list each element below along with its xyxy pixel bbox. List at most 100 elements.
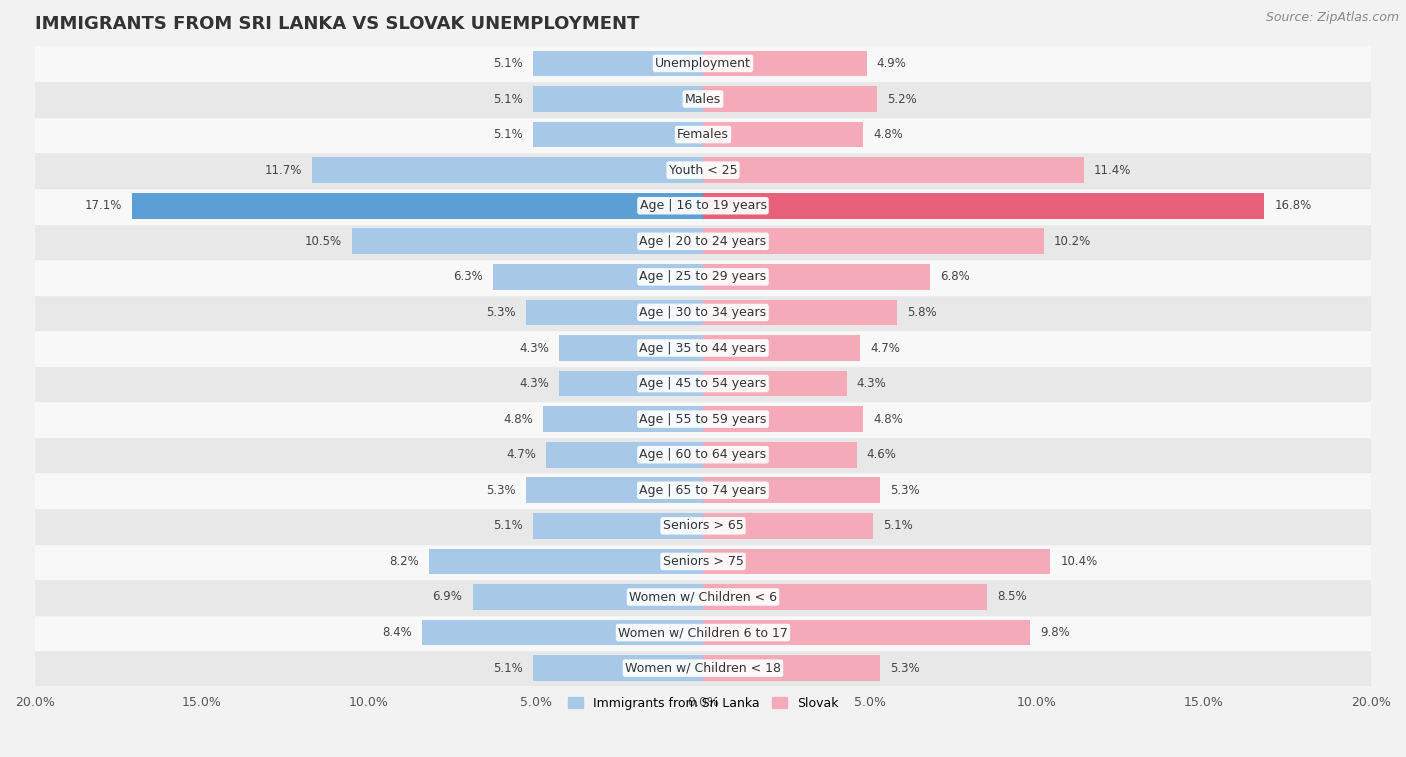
Bar	[703, 86, 877, 112]
Bar	[543, 407, 703, 432]
Bar	[703, 656, 880, 681]
Legend: Immigrants from Sri Lanka, Slovak: Immigrants from Sri Lanka, Slovak	[562, 692, 844, 715]
Bar	[35, 223, 1371, 259]
Text: 5.3%: 5.3%	[486, 306, 516, 319]
Bar	[35, 508, 1371, 544]
Text: Women w/ Children < 6: Women w/ Children < 6	[628, 590, 778, 603]
Bar	[533, 51, 703, 76]
Bar	[472, 584, 703, 610]
Bar	[35, 188, 1371, 223]
Text: 4.3%: 4.3%	[520, 341, 550, 354]
Text: 4.8%: 4.8%	[873, 413, 903, 425]
Bar	[35, 117, 1371, 152]
Text: Age | 25 to 29 years: Age | 25 to 29 years	[640, 270, 766, 283]
Text: Youth < 25: Youth < 25	[669, 164, 737, 176]
Text: 5.1%: 5.1%	[494, 57, 523, 70]
Bar	[35, 544, 1371, 579]
Text: Seniors > 75: Seniors > 75	[662, 555, 744, 568]
Text: Age | 30 to 34 years: Age | 30 to 34 years	[640, 306, 766, 319]
Text: 5.1%: 5.1%	[494, 519, 523, 532]
Text: 5.3%: 5.3%	[890, 662, 920, 674]
Bar	[703, 122, 863, 148]
Bar	[703, 193, 1264, 219]
Bar	[703, 51, 866, 76]
Text: 16.8%: 16.8%	[1274, 199, 1312, 212]
Bar	[560, 335, 703, 361]
Bar	[560, 371, 703, 397]
Text: Age | 35 to 44 years: Age | 35 to 44 years	[640, 341, 766, 354]
Text: 6.8%: 6.8%	[941, 270, 970, 283]
Text: 4.7%: 4.7%	[870, 341, 900, 354]
Bar	[703, 157, 1084, 183]
Text: 4.8%: 4.8%	[873, 128, 903, 141]
Text: 6.3%: 6.3%	[453, 270, 482, 283]
Bar	[526, 478, 703, 503]
Bar	[533, 122, 703, 148]
Text: 5.3%: 5.3%	[890, 484, 920, 497]
Text: 6.9%: 6.9%	[433, 590, 463, 603]
Bar	[533, 86, 703, 112]
Bar	[492, 264, 703, 290]
Bar	[546, 442, 703, 468]
Text: 4.3%: 4.3%	[520, 377, 550, 390]
Text: 4.8%: 4.8%	[503, 413, 533, 425]
Bar	[703, 229, 1043, 254]
Bar	[526, 300, 703, 326]
Bar	[353, 229, 703, 254]
Bar	[35, 401, 1371, 437]
Bar	[533, 513, 703, 539]
Bar	[703, 513, 873, 539]
Text: 5.1%: 5.1%	[494, 662, 523, 674]
Bar	[703, 584, 987, 610]
Bar	[533, 656, 703, 681]
Bar	[35, 45, 1371, 81]
Bar	[422, 620, 703, 646]
Text: 10.5%: 10.5%	[305, 235, 342, 248]
Text: IMMIGRANTS FROM SRI LANKA VS SLOVAK UNEMPLOYMENT: IMMIGRANTS FROM SRI LANKA VS SLOVAK UNEM…	[35, 15, 640, 33]
Bar	[35, 259, 1371, 294]
Text: Source: ZipAtlas.com: Source: ZipAtlas.com	[1265, 11, 1399, 24]
Text: 17.1%: 17.1%	[84, 199, 122, 212]
Text: Males: Males	[685, 92, 721, 105]
Text: 9.8%: 9.8%	[1040, 626, 1070, 639]
Bar	[312, 157, 703, 183]
Bar	[35, 294, 1371, 330]
Text: 11.7%: 11.7%	[264, 164, 302, 176]
Bar	[132, 193, 703, 219]
Text: Females: Females	[678, 128, 728, 141]
Bar	[35, 366, 1371, 401]
Bar	[35, 579, 1371, 615]
Bar	[35, 472, 1371, 508]
Text: Age | 55 to 59 years: Age | 55 to 59 years	[640, 413, 766, 425]
Text: Unemployment: Unemployment	[655, 57, 751, 70]
Text: 4.7%: 4.7%	[506, 448, 536, 461]
Text: 5.1%: 5.1%	[494, 92, 523, 105]
Bar	[35, 650, 1371, 686]
Text: Age | 60 to 64 years: Age | 60 to 64 years	[640, 448, 766, 461]
Text: 5.1%: 5.1%	[883, 519, 912, 532]
Bar	[703, 549, 1050, 575]
Text: Age | 16 to 19 years: Age | 16 to 19 years	[640, 199, 766, 212]
Text: Women w/ Children 6 to 17: Women w/ Children 6 to 17	[619, 626, 787, 639]
Text: 10.2%: 10.2%	[1053, 235, 1091, 248]
Bar	[35, 81, 1371, 117]
Bar	[429, 549, 703, 575]
Text: Age | 20 to 24 years: Age | 20 to 24 years	[640, 235, 766, 248]
Text: Women w/ Children < 18: Women w/ Children < 18	[626, 662, 780, 674]
Text: 8.5%: 8.5%	[997, 590, 1026, 603]
Bar	[35, 437, 1371, 472]
Text: 4.6%: 4.6%	[866, 448, 897, 461]
Bar	[703, 478, 880, 503]
Text: 10.4%: 10.4%	[1060, 555, 1098, 568]
Text: 5.8%: 5.8%	[907, 306, 936, 319]
Bar	[703, 264, 931, 290]
Bar	[703, 335, 860, 361]
Bar	[703, 442, 856, 468]
Text: 4.9%: 4.9%	[877, 57, 907, 70]
Text: 5.3%: 5.3%	[486, 484, 516, 497]
Text: 11.4%: 11.4%	[1094, 164, 1132, 176]
Bar	[703, 300, 897, 326]
Text: 5.2%: 5.2%	[887, 92, 917, 105]
Text: Seniors > 65: Seniors > 65	[662, 519, 744, 532]
Text: 5.1%: 5.1%	[494, 128, 523, 141]
